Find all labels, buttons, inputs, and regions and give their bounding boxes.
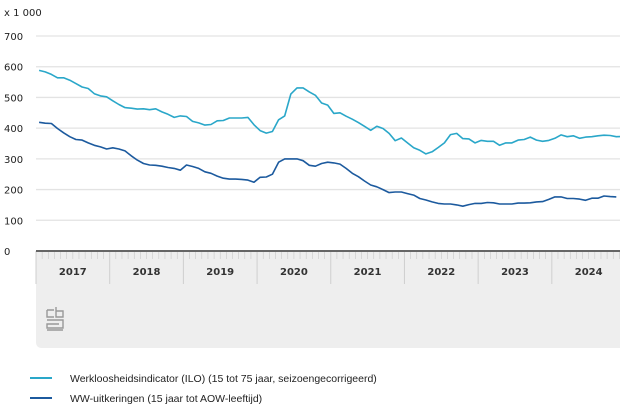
y-tick-label: 700: [4, 32, 23, 43]
y-axis: 0 100 200 300 400 500 600 700: [4, 32, 23, 258]
x-axis: 2017 2018 2019 2020 2021 2022 2023 2024: [35, 250, 620, 348]
x-tick-label: 2017: [59, 267, 87, 278]
x-axis-band: [36, 251, 620, 348]
x-tick-label: 2022: [427, 267, 455, 278]
y-tick-label: 600: [4, 63, 23, 74]
series-lines: [38, 69, 620, 207]
series-line-2: [38, 121, 617, 207]
x-tick-label: 2024: [575, 267, 603, 278]
series-line-1: [38, 69, 620, 155]
x-tick-label: 2020: [280, 267, 308, 278]
x-tick-label: 2018: [133, 267, 161, 278]
y-tick-label: 0: [4, 247, 10, 258]
y-tick-label: 200: [4, 186, 23, 197]
x-tick-label: 2023: [501, 267, 529, 278]
legend-label: WW-uitkeringen (15 jaar tot AOW-leeftijd…: [70, 393, 262, 405]
x-tick-label: 2021: [354, 267, 382, 278]
cbs-logo: [46, 307, 64, 331]
y-unit-label: x 1 000: [4, 8, 42, 19]
y-tick-label: 300: [4, 155, 23, 166]
x-tick-label: 2019: [206, 267, 234, 278]
y-tick-label: 400: [4, 124, 23, 135]
legend: Werkloosheidsindicator (ILO) (15 tot 75 …: [30, 373, 377, 405]
legend-label: Werkloosheidsindicator (ILO) (15 tot 75 …: [70, 373, 377, 385]
gridlines: [36, 35, 620, 221]
y-tick-label: 100: [4, 216, 23, 227]
y-tick-label: 500: [4, 93, 23, 104]
